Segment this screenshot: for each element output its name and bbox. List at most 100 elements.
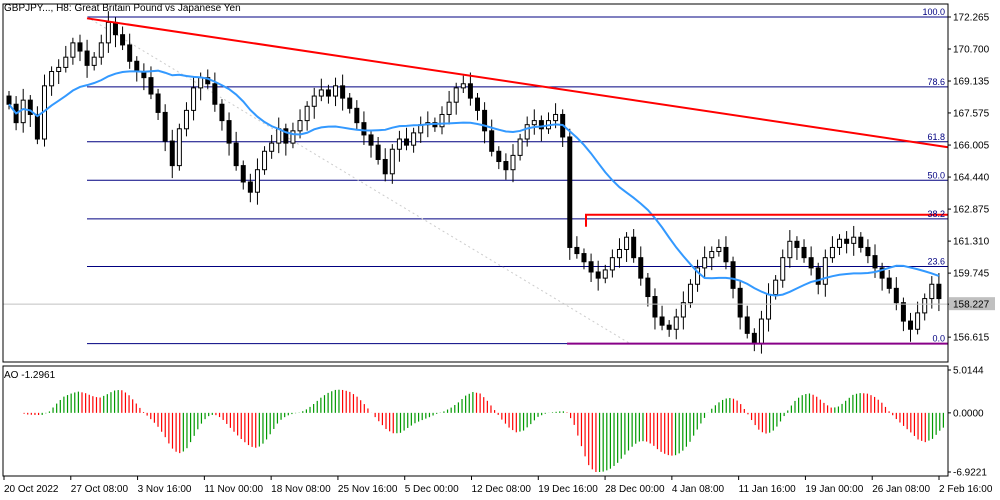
- candle-body: [375, 144, 381, 160]
- candle-body: [411, 132, 417, 146]
- candle-body: [254, 169, 260, 193]
- current-price-marker: [949, 297, 995, 311]
- candle-body: [105, 21, 111, 44]
- candle-body: [936, 283, 942, 300]
- candle-body: [773, 279, 779, 295]
- candle-body: [148, 77, 154, 95]
- candle-body: [368, 134, 374, 146]
- candle-body: [70, 42, 76, 58]
- candle-body: [467, 83, 473, 99]
- candle-body: [751, 332, 757, 345]
- candle-body: [709, 251, 715, 259]
- candle-body: [49, 71, 55, 87]
- candle-body: [91, 56, 97, 66]
- candle-body: [929, 283, 935, 300]
- time-axis: 20 Oct 2022 27 Oct 08:00 3 Nov 16:00 11 Nov…: [3, 476, 993, 495]
- candle-body: [404, 138, 410, 146]
- price-tick-label: 164.440: [953, 173, 990, 184]
- candle-body: [538, 120, 544, 130]
- candle-body: [56, 66, 62, 73]
- candle-body: [680, 302, 686, 318]
- candle-body: [439, 113, 445, 128]
- candle-body: [212, 83, 218, 105]
- candle-body: [893, 287, 899, 304]
- candle-body: [347, 97, 353, 109]
- candle-body: [84, 50, 90, 66]
- main-pane[interactable]: [3, 11, 949, 354]
- candle-body: [673, 316, 679, 330]
- candle-body: [879, 267, 885, 279]
- candle-body: [396, 138, 402, 150]
- symbol-description: Great Britain Pound vs Japanese Yen: [74, 3, 241, 14]
- ao-value: -1.2961: [21, 370, 56, 381]
- candle-body: [361, 122, 367, 136]
- candle-body: [524, 124, 530, 140]
- candle-body: [354, 107, 360, 124]
- descending-trendline: [86, 17, 949, 149]
- candle-body: [794, 240, 800, 248]
- candle-body: [6, 95, 12, 105]
- price-tick-label: 170.700: [953, 45, 990, 56]
- time-tick-label: 18 Nov 08:00: [271, 484, 331, 495]
- candle-body: [176, 128, 182, 167]
- ao-scale-label: 5.0144: [953, 366, 984, 377]
- moving-average-line: [8, 69, 940, 297]
- candle-body: [631, 236, 637, 259]
- candle-body: [112, 21, 118, 36]
- candle-body: [787, 240, 793, 259]
- candle-body: [169, 140, 175, 167]
- candle-body: [908, 320, 914, 330]
- candle-body: [645, 277, 651, 298]
- candle-body: [915, 312, 921, 330]
- fib-level-label: 61.8: [927, 132, 945, 142]
- candle-body: [758, 318, 764, 345]
- candle-body: [588, 261, 594, 273]
- candle-body: [205, 77, 211, 85]
- candle-body: [325, 89, 331, 97]
- candle-body: [702, 257, 708, 269]
- candle-body: [744, 316, 750, 334]
- candle-body: [290, 130, 296, 144]
- candle-body: [63, 56, 69, 68]
- candle-body: [240, 165, 246, 183]
- candle-body: [269, 142, 275, 152]
- candle-body: [20, 99, 26, 124]
- candle-body: [340, 85, 346, 99]
- candle-body: [851, 236, 857, 244]
- time-tick-label: 28 Dec 00:00: [605, 484, 665, 495]
- candle-body: [553, 113, 559, 122]
- candle-body: [162, 111, 168, 142]
- time-tick-label: 2 Feb 16:00: [939, 484, 993, 495]
- price-tick-label: 158.227: [953, 300, 990, 311]
- candle-body: [127, 44, 133, 62]
- candle-body: [808, 257, 814, 269]
- candle-body: [198, 77, 204, 89]
- ao-scale-label: 0.0000: [953, 408, 984, 419]
- candle-body: [922, 298, 928, 314]
- symbol-label: GBPJPY...: [4, 3, 51, 14]
- candle-body: [475, 97, 480, 111]
- candle-body: [134, 60, 140, 73]
- timeframe-label: H8: [56, 3, 69, 14]
- ao-title: AO -1.2961: [4, 370, 55, 381]
- candle-body: [247, 181, 253, 193]
- candle-body: [872, 255, 878, 269]
- candle-body: [609, 257, 615, 271]
- candle-body: [233, 142, 239, 167]
- time-tick-label: 11 Jan 16:00: [739, 484, 797, 495]
- fib-level-label: 100.0: [922, 7, 945, 17]
- candle-body: [652, 296, 658, 318]
- candle-body: [844, 238, 850, 244]
- candle-body: [98, 42, 104, 58]
- candle-body: [837, 238, 843, 248]
- candle-body: [446, 101, 452, 115]
- candle-body: [531, 120, 537, 126]
- time-tick-label: 25 Nov 16:00: [338, 484, 398, 495]
- candle-body: [815, 267, 821, 285]
- time-tick-label: 19 Dec 16:00: [538, 484, 598, 495]
- ao-pane[interactable]: 5.0144 0.0000 -6.9221: [6, 366, 987, 479]
- candle-body: [616, 248, 622, 259]
- candle-body: [780, 257, 786, 281]
- time-tick-label: 5 Dec 00:00: [405, 484, 459, 495]
